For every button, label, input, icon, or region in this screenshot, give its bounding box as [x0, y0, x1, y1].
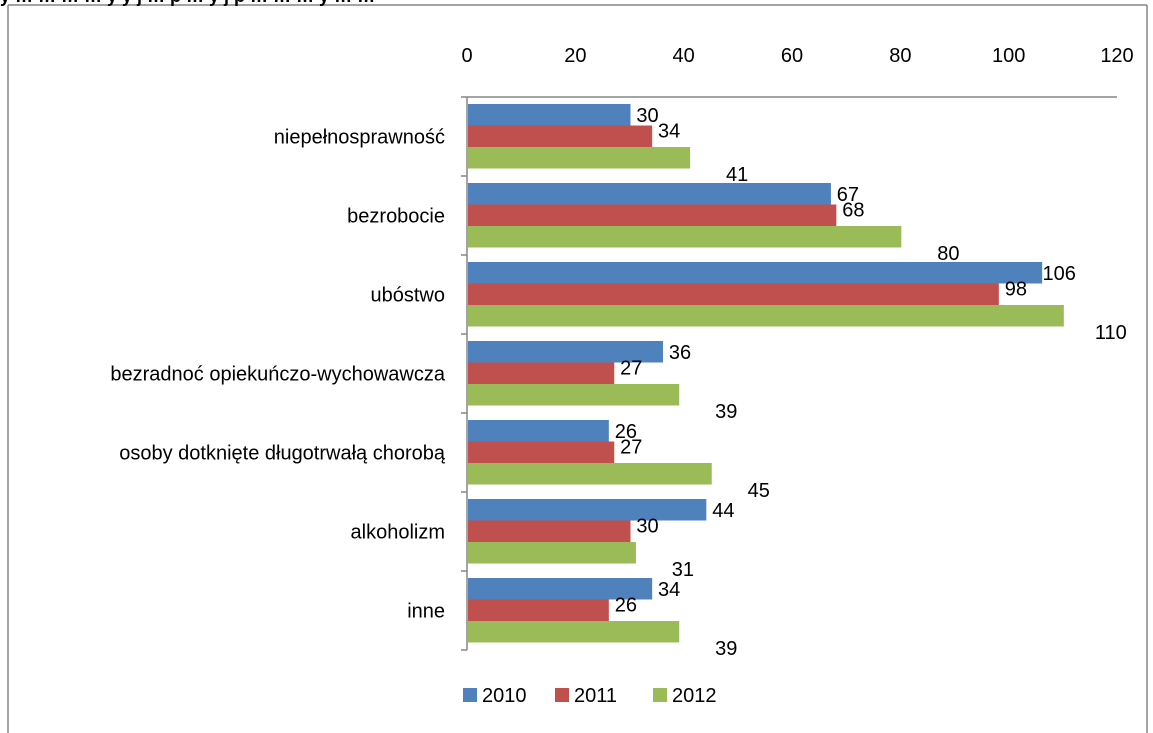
bar-2012	[468, 621, 680, 643]
data-label-2012: 41	[726, 164, 748, 186]
category-label: bezradnoć opiekuńczo-wychowawcza	[110, 364, 445, 386]
bar-2011	[468, 599, 609, 621]
bar-2011	[468, 283, 999, 305]
bar-2010	[468, 499, 707, 521]
data-label-2011: 27	[620, 358, 642, 380]
data-label-2010: 44	[712, 500, 734, 522]
bar-2012	[468, 542, 636, 564]
bar-2011	[468, 204, 837, 226]
bar-2012	[468, 305, 1064, 327]
legend-swatch-2010	[463, 688, 477, 702]
category-label: bezrobocie	[347, 206, 445, 228]
bar-2012	[468, 384, 680, 406]
data-label-2010: 36	[669, 342, 691, 364]
bar-2010	[468, 104, 631, 126]
bar-2011	[468, 125, 653, 147]
legend-label-2010: 2010	[482, 685, 527, 707]
bar-2012	[468, 463, 712, 485]
category-label: ubóstwo	[371, 285, 446, 307]
legend-label-2012: 2012	[672, 685, 717, 707]
data-label-2011: 27	[620, 437, 642, 459]
data-label-2010: 30	[636, 105, 658, 127]
x-tick-label: 80	[889, 45, 911, 67]
data-label-2011: 98	[1005, 279, 1027, 301]
x-tick-label: 20	[564, 45, 586, 67]
bar-2011	[468, 441, 615, 463]
data-label-2012: 110	[1095, 322, 1127, 344]
data-label-2010: 34	[658, 579, 680, 601]
legend-swatch-2012	[653, 688, 667, 702]
bar-2010	[468, 183, 831, 205]
bar-2010	[468, 341, 663, 363]
data-label-2011: 30	[636, 516, 658, 538]
x-tick-label: 40	[673, 45, 695, 67]
data-label-2010: 106	[1042, 263, 1075, 285]
bar-2010	[468, 578, 653, 600]
bar-2012	[468, 226, 902, 248]
legend-swatch-2011	[555, 688, 569, 702]
data-label-2012: 39	[715, 638, 737, 660]
x-tick-label: 100	[992, 45, 1025, 67]
category-label: inne	[407, 601, 445, 623]
category-label: osoby dotknięte długotrwałą chorobą	[119, 443, 446, 465]
cropped-header-title: y … … … … y y j … p … y j p … … … y … …	[0, 0, 375, 6]
data-label-2010: 26	[615, 421, 637, 443]
bar-2011	[468, 520, 631, 542]
data-label-2011: 68	[842, 200, 864, 222]
data-label-2011: 26	[615, 595, 637, 617]
x-tick-label: 120	[1100, 45, 1133, 67]
data-label-2012: 31	[672, 559, 694, 581]
data-label-2012: 39	[715, 401, 737, 423]
data-label-2010: 67	[837, 184, 859, 206]
data-label-2011: 34	[658, 121, 680, 143]
x-tick-label: 60	[781, 45, 803, 67]
category-label: niepełnosprawność	[274, 127, 445, 149]
data-label-2012: 45	[748, 480, 770, 502]
category-label: alkoholizm	[351, 522, 445, 544]
x-tick-label: 0	[461, 45, 472, 67]
legend-label-2011: 2011	[574, 685, 617, 707]
bar-2010	[468, 420, 609, 442]
bar-2011	[468, 362, 615, 384]
bar-2010	[468, 262, 1043, 284]
bar-2012	[468, 147, 691, 169]
data-label-2012: 80	[937, 243, 959, 265]
